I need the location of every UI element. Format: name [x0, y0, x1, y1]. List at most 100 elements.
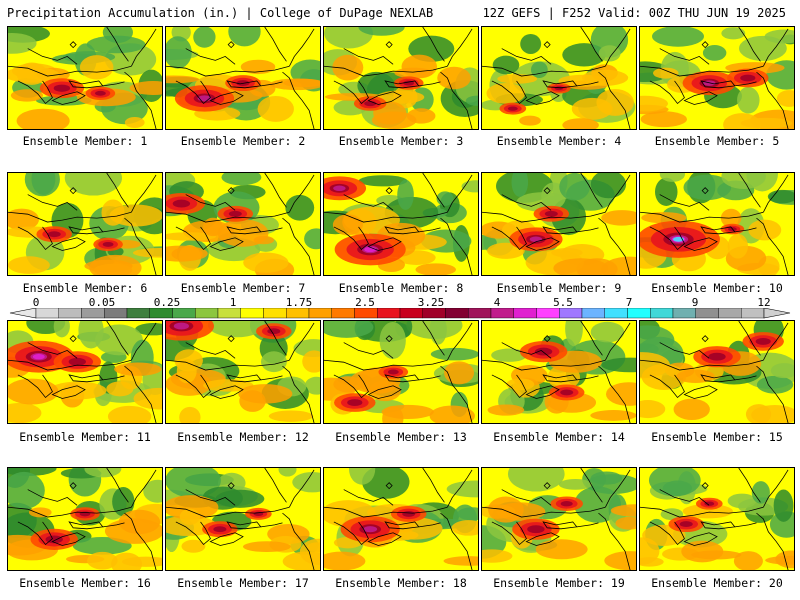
map-boundary-line: [418, 227, 441, 233]
colorbar-swatch: [331, 308, 355, 319]
map-boundary-line: [640, 359, 764, 371]
city-marker: [385, 335, 393, 343]
precip-orange-patch: [482, 549, 513, 563]
precip-orange-patch: [124, 117, 145, 129]
precip-orange-patch: [535, 539, 588, 560]
precip-max-contour: [534, 347, 553, 356]
map-boundary-line: [683, 532, 718, 546]
precip-map-svg: [640, 321, 794, 423]
map-boundary-line: [68, 226, 104, 235]
precip-map-svg: [324, 321, 478, 423]
precip-max-contour: [507, 106, 518, 111]
map-boundary-line: [649, 80, 685, 105]
precip-orange-patch: [111, 552, 143, 570]
precip-orange-patch: [551, 248, 583, 258]
map-boundary-line: [440, 71, 473, 129]
precip-green-patch: [727, 493, 757, 509]
ensemble-member-map: [7, 26, 163, 130]
precip-max-contour: [47, 231, 61, 238]
map-boundary-line: [482, 65, 606, 77]
colorbar-legend: 0 0.05 0.25 1 1.75 2.5 3.25 4 5.5 7 9 12: [0, 296, 800, 320]
city-marker: [701, 41, 709, 49]
map-boundary-line: [260, 522, 283, 528]
precip-max-contour: [554, 86, 564, 91]
precip-green-patch: [278, 468, 297, 477]
city-marker: [227, 187, 235, 195]
precip-orange-patch: [166, 495, 219, 520]
precip-orange-patch: [751, 404, 794, 423]
colorbar-swatch: [149, 308, 173, 319]
precip-green-patch: [86, 35, 146, 54]
precip-max-contour: [560, 389, 574, 396]
map-boundary-line: [209, 237, 244, 251]
precip-green-patch: [446, 480, 478, 498]
map-boundary-line: [525, 532, 560, 546]
precip-green-patch: [683, 174, 732, 201]
colorbar-tick-label: 0.05: [88, 296, 116, 309]
precip-green-patch: [520, 33, 542, 54]
map-boundary-line: [700, 374, 736, 383]
map-boundary-line: [683, 385, 718, 399]
map-boundary-line: [580, 173, 603, 208]
map-boundary-line: [447, 28, 473, 67]
precip-orange-patch: [203, 217, 223, 237]
precip-green-patch: [767, 189, 794, 204]
map-boundary-line: [226, 521, 262, 530]
precip-green-patch: [348, 468, 376, 485]
colorbar-max-arrow: [763, 308, 791, 319]
precip-orange-patch: [601, 210, 636, 226]
map-boundary-line: [649, 521, 685, 546]
precip-orange-patch: [179, 406, 201, 423]
precip-max-contour: [213, 526, 227, 533]
precip-orange-patch: [673, 398, 710, 421]
precip-green-patch: [193, 27, 216, 48]
map-boundary-line: [333, 374, 369, 399]
map-boundary-line: [17, 80, 53, 105]
colorbar-tick-label: 2.5: [355, 296, 375, 309]
map-boundary-line: [482, 359, 606, 371]
precip-orange-patch: [16, 108, 70, 129]
ensemble-member-map: [481, 320, 637, 424]
map-boundary-line: [482, 211, 606, 223]
precip-orange-patch: [590, 410, 636, 421]
precip-map-svg: [8, 468, 162, 570]
colorbar-swatch: [650, 308, 674, 319]
header: Precipitation Accumulation (in.) | Colle…: [0, 0, 800, 26]
precip-green-patch: [430, 347, 478, 361]
map-boundary-line: [384, 374, 420, 383]
colorbar-swatch: [604, 308, 628, 319]
colorbar-swatch: [377, 308, 401, 319]
precip-green-patch: [285, 194, 315, 221]
ensemble-member-map: [165, 320, 321, 424]
precip-orange-patch: [444, 361, 475, 385]
precip-max-contour: [53, 84, 71, 92]
colorbar-tick-label: 1: [229, 296, 237, 309]
precip-map-svg: [8, 27, 162, 129]
map-boundary-line: [447, 322, 473, 361]
ensemble-member-label: Ensemble Member: 11: [19, 430, 151, 444]
map-boundary-line: [106, 468, 129, 503]
ensemble-member-label: Ensemble Member: 5: [654, 134, 780, 148]
colorbar-swatch: [718, 308, 742, 319]
map-boundary-line: [166, 506, 290, 518]
precip-orange-patch: [640, 400, 666, 419]
map-boundary-line: [580, 468, 603, 503]
precip-green-patch: [465, 95, 478, 106]
precip-green-patch: [598, 45, 621, 62]
map-boundary-line: [763, 174, 789, 213]
map-boundary-line: [166, 359, 290, 371]
precip-orange-patch: [776, 90, 794, 107]
precip-green-patch: [590, 471, 623, 485]
colorbar-swatch: [81, 308, 105, 319]
map-boundary-line: [175, 521, 211, 546]
map-boundary-line: [8, 65, 132, 77]
city-marker: [543, 187, 551, 195]
precip-orange-patch: [451, 520, 478, 536]
ensemble-member-label: Ensemble Member: 6: [22, 281, 148, 295]
colorbar-swatch: [672, 308, 696, 319]
map-boundary-line: [422, 27, 445, 62]
precip-orange-patch: [740, 117, 793, 129]
ensemble-member-label: Ensemble Member: 17: [177, 576, 309, 590]
precip-map-svg: [8, 173, 162, 275]
map-boundary-line: [491, 80, 527, 105]
